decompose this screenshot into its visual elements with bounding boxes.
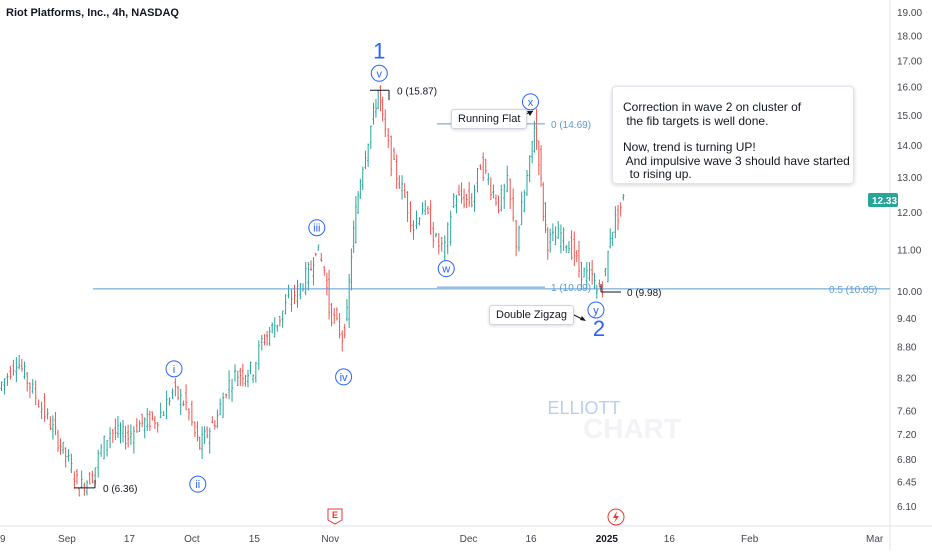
price-tick-label: 8.80 xyxy=(897,343,917,354)
wave-label-circle xyxy=(521,93,539,111)
price-tick-label: 15.00 xyxy=(897,111,922,122)
time-tick-label: Mar xyxy=(866,534,884,545)
wave-label-text: x xyxy=(528,97,534,109)
wave-label-text: iv xyxy=(340,372,348,384)
time-tick-label: 16 xyxy=(525,534,537,545)
note-line: And impulsive wave 3 should have started xyxy=(623,153,850,168)
wave-label-text: w xyxy=(441,264,450,276)
wave-label-circle xyxy=(165,360,183,378)
price-tick-label: 6.80 xyxy=(897,455,917,466)
price-tick-label: 7.20 xyxy=(897,430,917,441)
wave-label-text: v xyxy=(377,68,383,80)
fib-level-label: 0 (14.69) xyxy=(551,120,591,131)
chart-title: Riot Platforms, Inc., 4h, NASDAQ xyxy=(6,7,179,19)
support-line-label: 0.5 (10.05) xyxy=(829,285,877,296)
running-flat-callout: Running Flat xyxy=(451,109,528,129)
watermark-text: ELLIOTT xyxy=(547,398,620,418)
wave-label-circle xyxy=(437,260,455,278)
time-tick-label: 19 xyxy=(0,534,6,545)
price-mark-label: 0 (15.87) xyxy=(397,86,437,97)
price-tick-label: 18.00 xyxy=(897,32,922,43)
time-tick-label: Dec xyxy=(460,534,478,545)
wave-label-text: 1 xyxy=(373,38,385,63)
wave-label-circle xyxy=(308,219,326,237)
time-tick-label: 16 xyxy=(664,534,676,545)
callout-arrowhead xyxy=(527,111,533,116)
lightning-bolt-shape xyxy=(613,511,619,523)
wave-label-text: i xyxy=(173,364,175,376)
price-tick-label: 19.00 xyxy=(897,8,922,19)
time-tick-label: Oct xyxy=(184,534,200,545)
callout-arrowhead xyxy=(580,316,586,321)
earnings-icon[interactable] xyxy=(327,508,343,525)
last-price-value: 12.33 xyxy=(872,196,897,207)
time-tick-label: Sep xyxy=(58,534,76,545)
time-tick-label: Feb xyxy=(741,534,759,545)
price-tick-label: 14.00 xyxy=(897,141,922,152)
price-tick-label: 12.00 xyxy=(897,208,922,219)
note-line: Now, trend is turning UP! xyxy=(623,140,756,154)
price-tick-label: 11.00 xyxy=(897,246,922,257)
time-tick-label: 2025 xyxy=(596,534,619,545)
wave-label-text: 2 xyxy=(593,316,605,341)
time-tick-label: 17 xyxy=(124,534,136,545)
price-mark-label: 0 (9.98) xyxy=(627,288,661,299)
wave-label-circle xyxy=(189,475,207,493)
price-mark-label: 0 (6.36) xyxy=(103,484,137,495)
price-tick-label: 6.10 xyxy=(897,502,917,513)
wave-label-circle xyxy=(335,368,353,386)
price-tick-label: 13.00 xyxy=(897,173,922,184)
wave-label-text: iii xyxy=(313,223,320,235)
note-line: to rising up. xyxy=(623,167,692,181)
wave-label-circle xyxy=(587,301,605,319)
wave-label-circle xyxy=(370,64,388,82)
price-tick-label: 6.45 xyxy=(897,478,917,489)
wave-label-text: y xyxy=(593,305,599,317)
price-tick-label: 7.60 xyxy=(897,406,917,417)
note-line: Correction in wave 2 on cluster of xyxy=(623,100,802,114)
analysis-note: Correction in wave 2 on cluster of the f… xyxy=(612,86,854,184)
price-tick-label: 16.00 xyxy=(897,83,922,94)
price-tick-label: 10.00 xyxy=(897,287,922,298)
time-tick-label: Nov xyxy=(321,534,339,545)
last-price-tag xyxy=(868,193,898,208)
price-tick-label: 8.20 xyxy=(897,373,917,384)
double-zigzag-callout: Double Zigzag xyxy=(489,305,574,325)
earnings-icon-label: E xyxy=(332,510,338,520)
watermark-text: CHART xyxy=(583,413,681,444)
wave-label-text: ii xyxy=(195,479,200,491)
price-tick-label: 9.40 xyxy=(897,314,917,325)
note-line: the fib targets is well done. xyxy=(623,113,769,128)
time-tick-label: 15 xyxy=(249,534,261,545)
price-tick-label: 17.00 xyxy=(897,56,922,67)
fib-level-label: 1 (10.09) xyxy=(551,283,591,294)
